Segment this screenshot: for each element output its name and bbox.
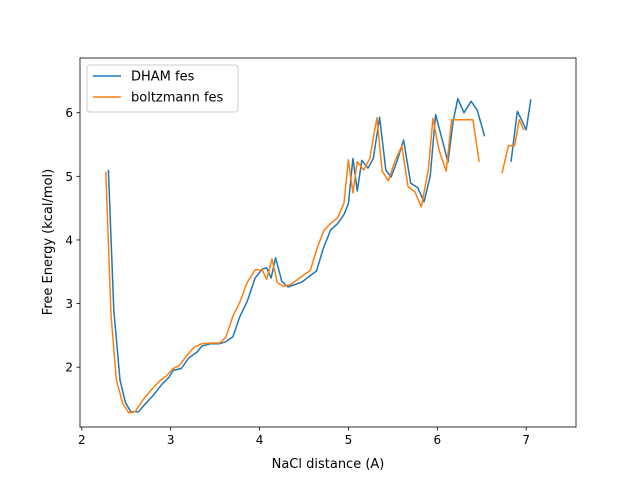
legend-box bbox=[86, 64, 239, 113]
legend-label-boltzmann: boltzmann fes bbox=[131, 91, 224, 106]
y-tick-label: 2 bbox=[65, 361, 73, 375]
y-axis-ticks: 2 3 4 5 6 bbox=[65, 106, 80, 375]
x-tick-label: 2 bbox=[78, 433, 86, 447]
y-tick-label: 6 bbox=[65, 106, 73, 120]
series-line-dham bbox=[107, 97, 486, 413]
series-line-boltzmann bbox=[105, 117, 480, 414]
legend-label-dham: DHAM fes bbox=[131, 70, 195, 85]
series-line-dham bbox=[510, 99, 532, 162]
y-tick-label: 5 bbox=[65, 170, 73, 184]
x-tick-label: 5 bbox=[345, 433, 353, 447]
x-axis-label: NaCl distance (A) bbox=[272, 457, 385, 472]
x-axis-ticks: 2 3 4 5 6 7 bbox=[78, 427, 530, 447]
axes-frame bbox=[79, 57, 577, 428]
legend: DHAM fes boltzmann fes bbox=[86, 64, 239, 113]
x-tick-label: 4 bbox=[256, 433, 264, 447]
series-line-boltzmann bbox=[501, 118, 525, 174]
x-tick-label: 6 bbox=[434, 433, 442, 447]
x-tick-label: 7 bbox=[522, 433, 530, 447]
y-tick-label: 4 bbox=[65, 233, 73, 247]
x-tick-label: 3 bbox=[167, 433, 175, 447]
plot-lines bbox=[105, 97, 532, 414]
y-tick-label: 3 bbox=[65, 297, 73, 311]
y-axis-label: Free Energy (kcal/mol) bbox=[41, 169, 56, 315]
